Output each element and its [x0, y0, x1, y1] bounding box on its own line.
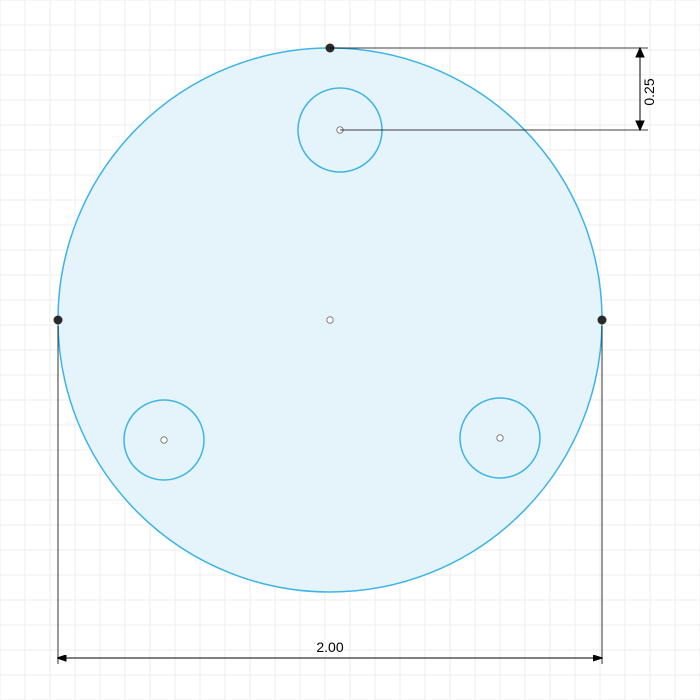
sketch-shapes	[54, 44, 607, 593]
cad-sketch-canvas: 2.00 0.25	[0, 0, 700, 700]
anchor-point-2[interactable]	[598, 316, 607, 325]
dim-value-offset[interactable]: 0.25	[641, 78, 657, 105]
center-point-2[interactable]	[161, 437, 167, 443]
dim-value-width[interactable]: 2.00	[316, 639, 343, 655]
center-point-0[interactable]	[327, 317, 333, 323]
center-point-3[interactable]	[497, 435, 503, 441]
anchor-point-1[interactable]	[54, 316, 63, 325]
